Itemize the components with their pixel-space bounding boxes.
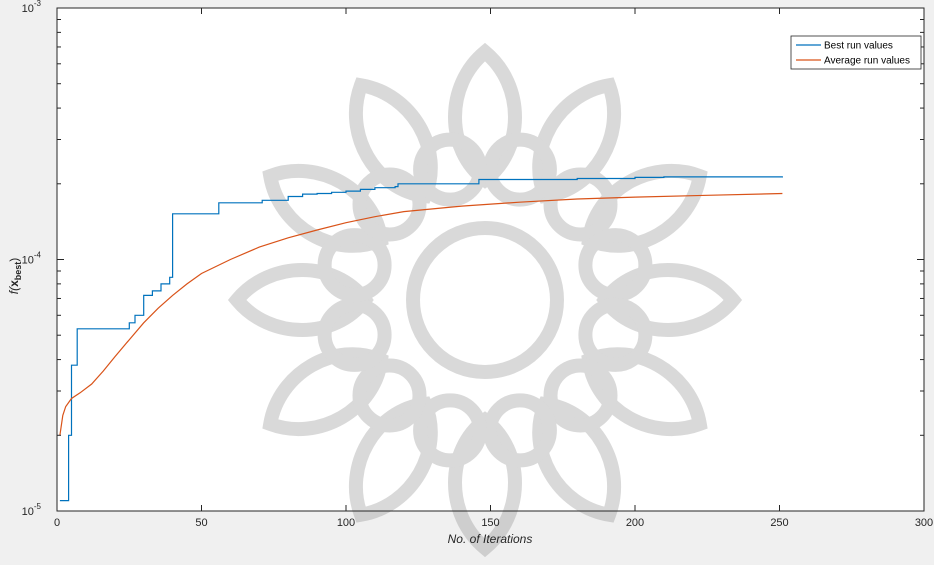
watermark-ring (543, 167, 618, 242)
watermark-petal (581, 347, 708, 436)
watermark-petal (448, 42, 522, 189)
watermark-petal-outline (227, 263, 374, 337)
watermark-petal (581, 164, 708, 253)
watermark-petal (532, 396, 621, 523)
x-axis-ticks: 0 50 100 150 200 250 300 (54, 8, 933, 529)
watermark-ring (413, 393, 488, 468)
x-tick-label: 0 (54, 517, 60, 529)
legend-box (790, 35, 922, 70)
x-tick-label: 50 (195, 517, 207, 529)
y-tick-label-base: 10 (22, 255, 34, 267)
watermark-ring (352, 167, 427, 242)
watermark-petal (262, 164, 389, 253)
watermark-petal-outline (349, 396, 438, 523)
y-axis-ticks: 10-510-410-3 (22, 0, 924, 518)
watermark-petal-outline (581, 164, 708, 253)
watermark-ring (317, 228, 392, 303)
watermark-petal (262, 347, 389, 436)
series-line-best-run (59, 176, 783, 502)
watermark-ring (482, 393, 557, 468)
x-tick-label: 300 (915, 517, 933, 529)
watermark-ring (413, 132, 488, 207)
series-line-average-run (59, 192, 783, 436)
series-layer (59, 176, 783, 502)
x-axis-label: No. of Iterations (448, 532, 533, 546)
y-tick-label-exponent: -3 (34, 0, 42, 8)
x-tick-label: 200 (626, 517, 644, 529)
plot-area (57, 8, 924, 511)
legend: Best run values Average run values (790, 35, 922, 70)
y-axis-label-symbol: x (7, 280, 21, 287)
watermark-petal (448, 411, 522, 558)
watermark-petal-outline (581, 347, 708, 436)
watermark-petal-outline (596, 263, 743, 337)
watermark-center-ring (406, 221, 564, 379)
legend-label: Average run values (824, 56, 910, 67)
x-tick-label: 250 (770, 517, 788, 529)
y-tick-label-exponent: -5 (34, 502, 42, 511)
watermark-petal (596, 263, 743, 337)
y-axis-label-prefix: f( (7, 285, 21, 294)
y-tick-label: 10-4 (22, 251, 42, 267)
watermark-petal (227, 263, 374, 337)
watermark-ring (482, 132, 557, 207)
watermark-petal-outline (262, 164, 389, 253)
watermark-petal (349, 77, 438, 204)
x-tick-label: 150 (481, 517, 499, 529)
watermark-ring (317, 297, 392, 372)
watermark-ring (578, 297, 653, 372)
watermark-petal-outline (262, 347, 389, 436)
watermark-petal (349, 396, 438, 523)
watermark-petal-outline (448, 42, 522, 189)
y-tick-label-exponent: -4 (34, 251, 42, 260)
watermark-emblem (227, 42, 743, 558)
y-axis-label: f(xbest) (7, 258, 23, 295)
y-axis-label-suffix: ) (7, 258, 21, 262)
y-tick-label: 10-5 (22, 502, 42, 518)
legend-label: Best run values (824, 41, 893, 52)
y-tick-label-base: 10 (22, 3, 34, 15)
y-tick-label: 10-3 (22, 0, 42, 15)
watermark-ring (543, 358, 618, 433)
watermark-ring (578, 228, 653, 303)
watermark-petal-outline (532, 396, 621, 523)
watermark-ring (352, 358, 427, 433)
watermark-petal-outline (448, 411, 522, 558)
x-tick-label: 100 (337, 517, 355, 529)
y-axis-label-subscript: best (13, 262, 23, 281)
watermark-petal-outline (349, 77, 438, 204)
y-tick-label-base: 10 (22, 506, 34, 518)
